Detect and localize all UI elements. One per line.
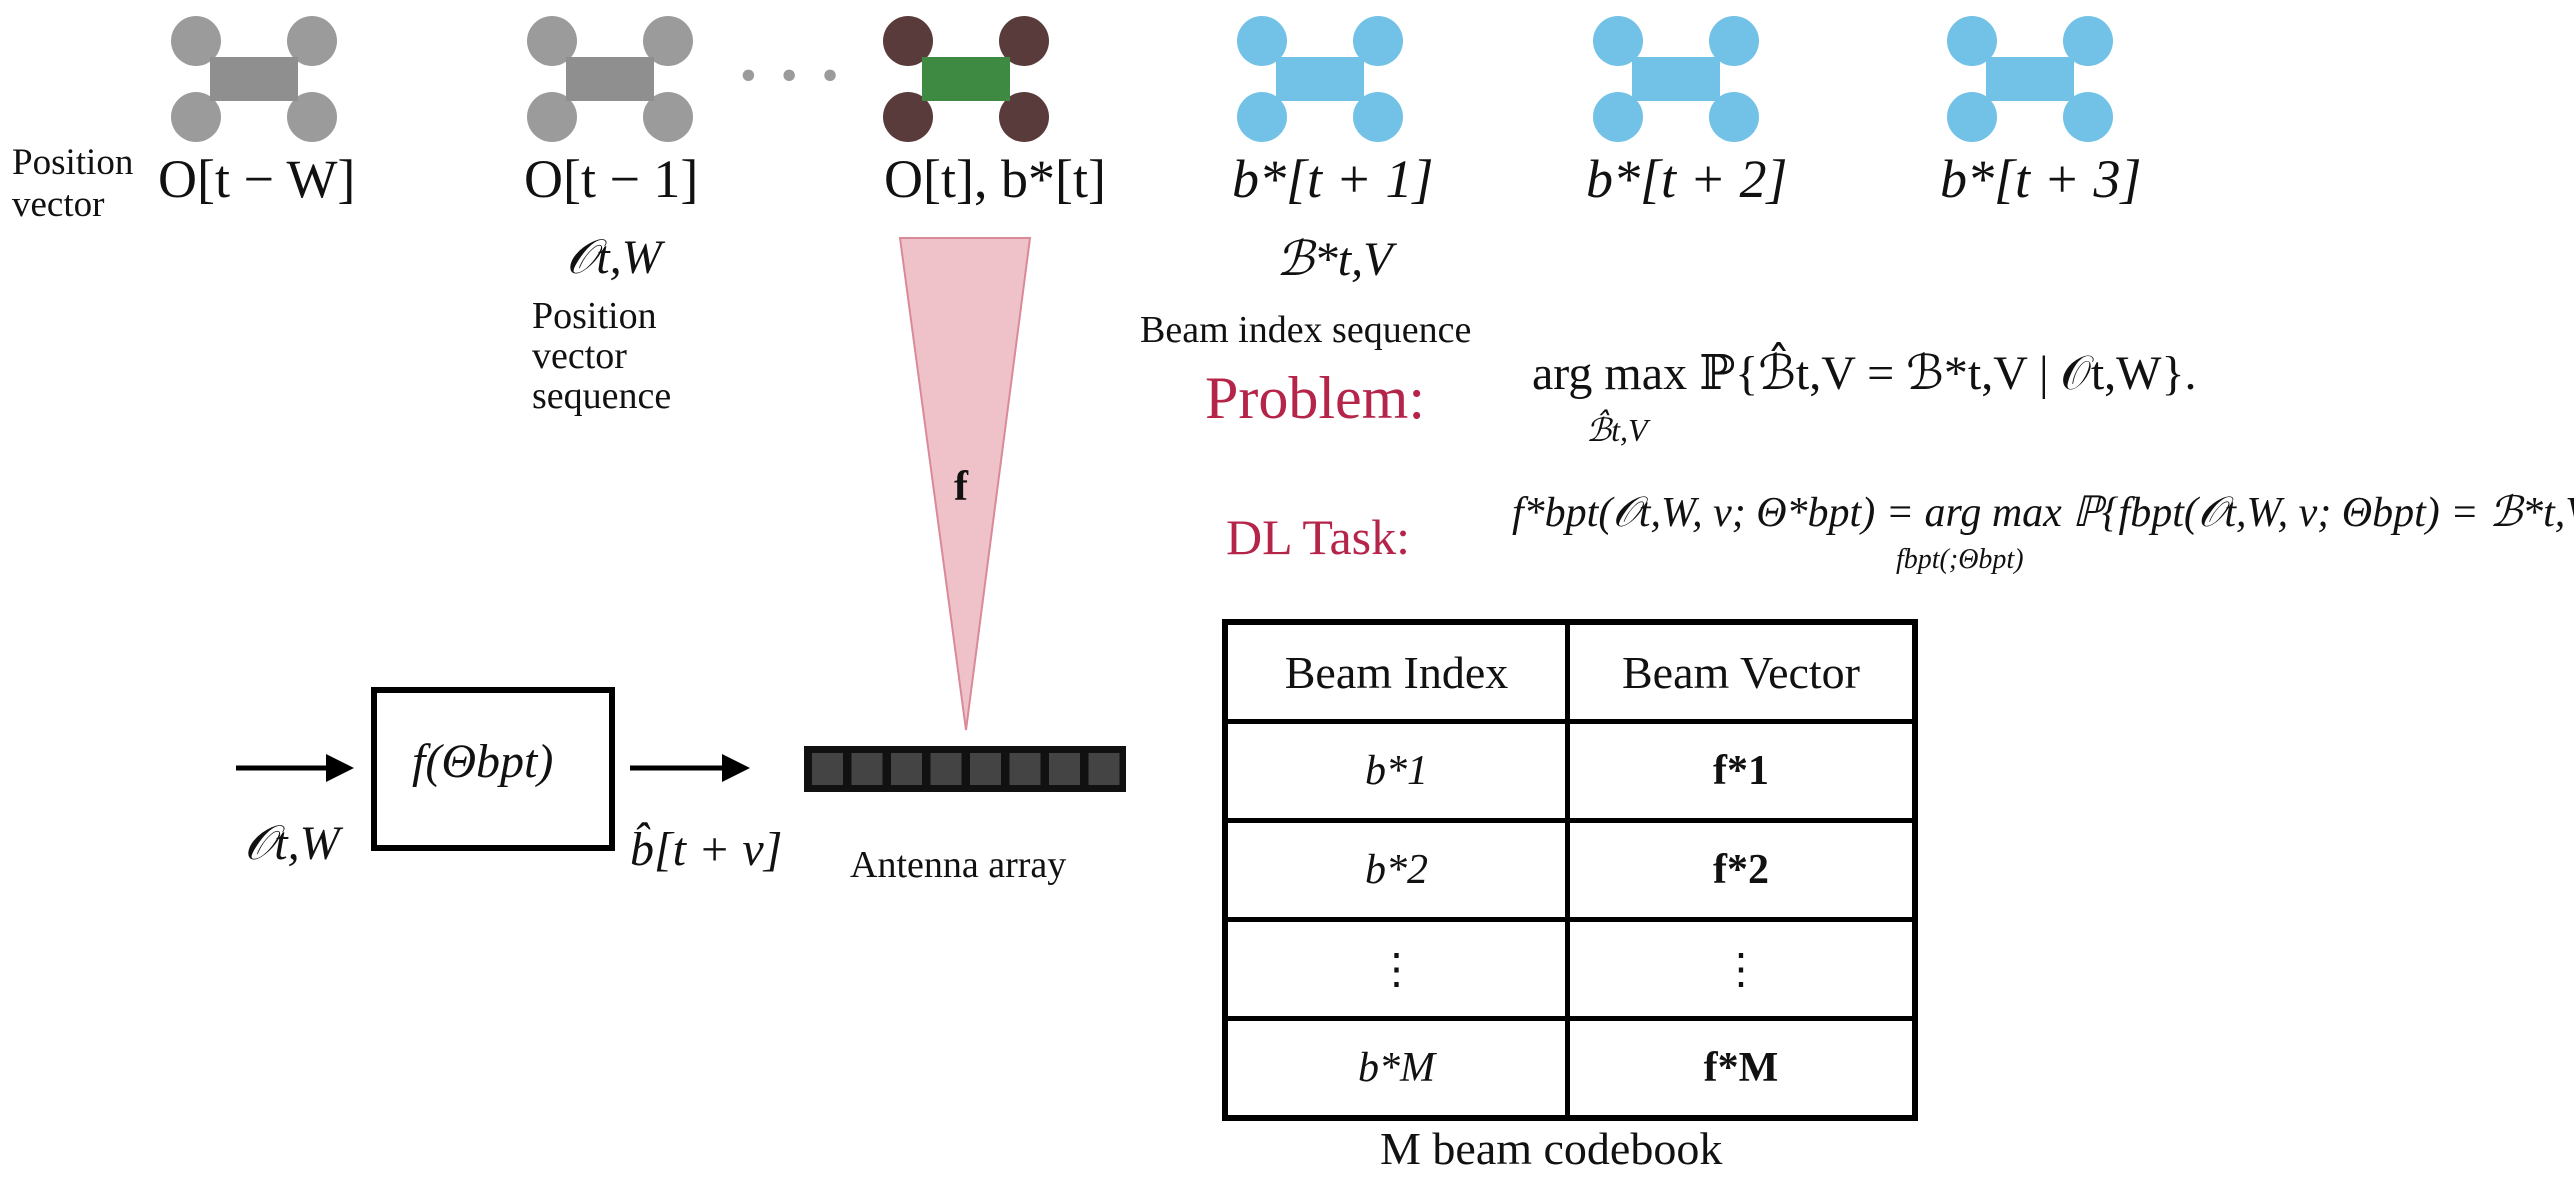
cell-beam-index: b*1 <box>1222 719 1570 823</box>
label-t-current: O[t], b*[t] <box>884 149 1106 209</box>
vehicle-wheel <box>643 92 693 142</box>
label-t-plus-3: b*[t + 3] <box>1940 149 2142 209</box>
beam-sequence-symbol: ℬ*t,V <box>1276 233 1393 286</box>
vehicle-future-3 <box>1947 16 2113 142</box>
vehicle-body <box>1276 57 1364 101</box>
cell-beam-vector: f*M <box>1565 1016 1918 1121</box>
beam-sequence-label: Beam index sequence <box>1140 309 1472 351</box>
vehicle-current <box>883 16 1049 142</box>
label-t-minus-W: O[t − W] <box>158 149 356 209</box>
table-row: ⋮ ⋮ <box>1222 917 1918 1021</box>
vehicle-wheel <box>1353 16 1403 66</box>
vehicle-wheel <box>883 92 933 142</box>
problem-subscript: ℬ̂t,V <box>1586 412 1648 448</box>
vehicle-wheel <box>1947 92 1997 142</box>
vehicle-wheel <box>999 92 1049 142</box>
model-box <box>371 687 615 851</box>
cell-beam-index: b*2 <box>1222 818 1570 922</box>
vehicle-body <box>210 57 298 101</box>
vehicle-wheel <box>1353 92 1403 142</box>
vehicle-wheel <box>527 92 577 142</box>
vehicle-wheel <box>287 16 337 66</box>
vehicle-wheel <box>1709 92 1759 142</box>
vehicle-wheel <box>171 16 221 66</box>
model-box-label: f(Θbpt) <box>412 735 554 788</box>
table-header-row: Beam Index Beam Vector <box>1222 619 1918 724</box>
antenna-element <box>1088 753 1120 785</box>
label-t-minus-1: O[t − 1] <box>524 149 699 209</box>
dl-task-formula: f*bpt(𝒪t,W, v; Θ*bpt) = arg max ℙ{fbpt(𝒪… <box>1512 490 2574 536</box>
beam-codebook-table: Beam Index Beam Vector b*1 f*1 b*2 f*2 ⋮… <box>1222 619 1918 1121</box>
vehicle-wheel <box>2063 16 2113 66</box>
label-t-plus-1: b*[t + 1] <box>1232 149 1434 209</box>
dl-task-label: DL Task: <box>1226 509 1410 565</box>
position-sequence-label: Position vector sequence <box>532 295 672 417</box>
vehicle-wheel <box>171 92 221 142</box>
cell-beam-vector: f*2 <box>1565 818 1918 922</box>
vehicle-wheel <box>2063 92 2113 142</box>
vehicle-past-t-minus-W <box>171 16 337 142</box>
vehicle-body <box>1632 57 1720 101</box>
output-arrow-head <box>722 754 750 782</box>
antenna-element <box>1009 753 1041 785</box>
vehicle-past-t-minus-1 <box>527 16 693 142</box>
vehicle-wheel <box>527 16 577 66</box>
antenna-element <box>930 753 962 785</box>
table-row: b*M f*M <box>1222 1016 1918 1121</box>
cell-beam-index: b*M <box>1222 1016 1570 1121</box>
antenna-array <box>804 746 1126 792</box>
antenna-label: Antenna array <box>850 844 1067 886</box>
antenna-element <box>891 753 922 785</box>
input-arrow-head <box>326 754 354 782</box>
label-t-plus-2: b*[t + 2] <box>1586 149 1788 209</box>
vehicle-wheel <box>883 16 933 66</box>
vehicle-wheel <box>287 92 337 142</box>
vehicle-body <box>922 57 1010 101</box>
vehicle-wheel <box>1593 92 1643 142</box>
model-output-label: b̂[t + v] <box>630 823 783 876</box>
position-sequence-symbol: 𝒪t,W <box>566 231 662 284</box>
vehicle-wheel <box>1237 16 1287 66</box>
ellipsis-dots: • • • <box>740 49 845 102</box>
cell-beam-vector: f*1 <box>1565 719 1918 823</box>
table-row: b*2 f*2 <box>1222 818 1918 922</box>
antenna-element <box>1049 753 1080 785</box>
antenna-element <box>812 753 843 785</box>
table-row: b*1 f*1 <box>1222 719 1918 823</box>
beam-shape <box>898 237 1032 731</box>
vehicle-future-2 <box>1593 16 1759 142</box>
vehicle-wheel <box>999 16 1049 66</box>
codebook-caption: M beam codebook <box>1380 1123 1723 1174</box>
vehicle-wheel <box>1947 16 1997 66</box>
antenna-element <box>970 753 1001 785</box>
problem-label: Problem: <box>1205 365 1425 431</box>
antenna-element <box>851 753 883 785</box>
vehicle-wheel <box>1237 92 1287 142</box>
dl-task-subscript: fbpt(;Θbpt) <box>1896 544 2024 575</box>
vehicle-wheel <box>1593 16 1643 66</box>
vehicle-body <box>1986 57 2074 101</box>
header-beam-vector: Beam Vector <box>1565 619 1918 724</box>
vehicle-wheel <box>1709 16 1759 66</box>
vehicle-row <box>171 16 2113 142</box>
cell-beam-index: ⋮ <box>1222 917 1570 1021</box>
vehicle-body <box>566 57 654 101</box>
position-vector-label: Position vector <box>12 142 134 225</box>
header-beam-index: Beam Index <box>1222 619 1570 724</box>
vehicle-wheel <box>643 16 693 66</box>
model-input-label: 𝒪t,W <box>244 817 340 870</box>
problem-formula: arg max ℙ{ℬ̂t,V = ℬ*t,V | 𝒪t,W}. <box>1532 347 2197 400</box>
cell-beam-vector: ⋮ <box>1565 917 1918 1021</box>
vehicle-future-1 <box>1237 16 1403 142</box>
beam-symbol: f <box>954 464 968 510</box>
